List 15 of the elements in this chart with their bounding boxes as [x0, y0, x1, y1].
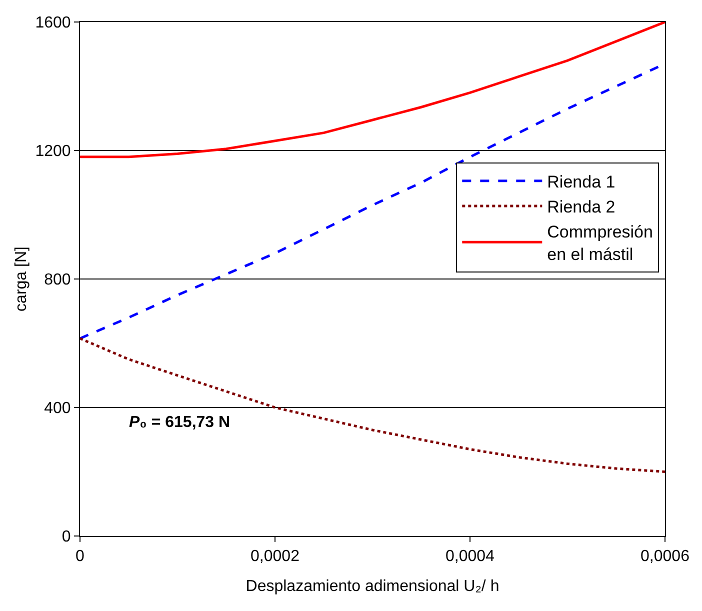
x-tick-label: 0,0006 — [640, 548, 690, 566]
x-tick-label: 0 — [76, 548, 85, 566]
legend-label: Commpresión en el mástil — [547, 222, 653, 264]
x-tick-label: 0,0004 — [446, 548, 495, 566]
y-tick-label: 400 — [44, 400, 71, 418]
y-axis-title: carga [N] — [13, 246, 30, 312]
legend-label: Rienda 1 — [547, 172, 616, 192]
x-tick-label: 0,0002 — [250, 548, 300, 566]
annotation: P₀ = 615,73 N — [129, 414, 230, 431]
y-tick-label: 800 — [44, 272, 71, 289]
y-tick-label: 1600 — [35, 14, 71, 32]
y-tick-label: 1200 — [35, 143, 71, 160]
legend-label: Rienda 2 — [547, 198, 616, 217]
y-tick-label: 0 — [62, 528, 71, 546]
x-axis-title: Desplazamiento adimensional U₂/ h — [246, 578, 500, 595]
